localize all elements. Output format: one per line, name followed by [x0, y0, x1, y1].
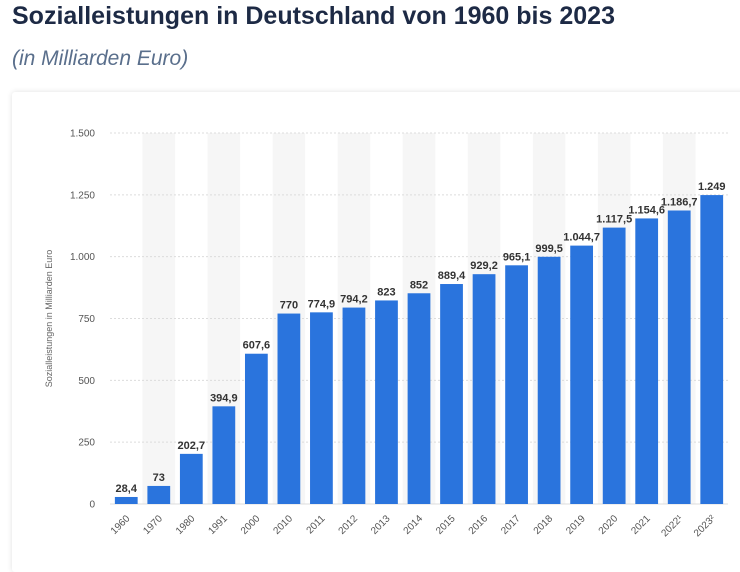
- data-label: 1.044,7: [563, 232, 600, 244]
- x-tick-label: 2015: [434, 513, 458, 537]
- x-tick-label: 2023²: [692, 513, 718, 539]
- bar[interactable]: [277, 313, 301, 504]
- x-tick-label: 2011: [305, 513, 328, 536]
- data-label: 889,4: [438, 270, 466, 282]
- x-tick-label: 2016: [467, 513, 491, 537]
- bar[interactable]: [244, 353, 268, 504]
- x-tick-label: 2014: [402, 513, 426, 537]
- data-label: 965,1: [503, 251, 531, 263]
- page-subtitle: (in Milliarden Euro): [12, 47, 189, 70]
- data-label: 202,7: [178, 440, 206, 452]
- x-tick-label: 1991: [206, 513, 230, 537]
- y-tick-label: 500: [78, 376, 95, 387]
- y-tick-label: 250: [78, 438, 95, 449]
- data-labels: 28,4 73 202,7 394,9 607,6 770 774,9 794,2 823 852…: [116, 181, 726, 495]
- bar[interactable]: [342, 307, 366, 504]
- bar[interactable]: [310, 312, 333, 504]
- data-label: 999,5: [535, 243, 563, 255]
- x-tick-label: 2010: [272, 513, 296, 537]
- bar[interactable]: [570, 245, 594, 504]
- data-label: 1.186,7: [661, 196, 698, 208]
- bar[interactable]: [212, 406, 236, 504]
- y-tick-label: 1.500: [70, 129, 95, 140]
- data-label: 852: [410, 279, 428, 291]
- bar[interactable]: [114, 496, 138, 504]
- bar[interactable]: [147, 485, 171, 504]
- y-axis-title: Sozialleistungen in Milliarden Euro: [44, 250, 54, 388]
- bar[interactable]: [375, 300, 398, 504]
- y-tick-label: 1.250: [70, 190, 95, 201]
- bar[interactable]: [537, 256, 561, 504]
- x-tick-label: 2021: [629, 513, 653, 537]
- data-label: 774,9: [308, 298, 336, 310]
- bar[interactable]: [505, 265, 528, 504]
- data-label: 28,4: [116, 483, 138, 495]
- x-tick-label: 2013: [369, 513, 393, 537]
- x-tick-label: 2018: [532, 513, 556, 537]
- bar[interactable]: [472, 274, 496, 504]
- x-tick-label: 1970: [141, 513, 165, 537]
- data-label: 73: [153, 472, 165, 484]
- x-axis-ticks: 1960 1970 1980 1991 2000 2010 2011 2012 2013 2014…: [109, 513, 718, 539]
- bar[interactable]: [179, 453, 203, 504]
- y-tick-label: 1.000: [70, 252, 95, 263]
- data-label: 1.249: [698, 181, 726, 193]
- data-label: 823: [377, 286, 395, 298]
- bars: [114, 195, 724, 505]
- y-tick-label: 0: [89, 500, 95, 511]
- data-label: 1.117,5: [596, 214, 632, 226]
- x-tick-label: 2012: [337, 513, 361, 537]
- y-axis-ticks: 0 250 500 750 1.000 1.250 1.500: [70, 129, 95, 511]
- bar[interactable]: [407, 293, 431, 504]
- x-tick-label: 2019: [564, 513, 588, 537]
- bar[interactable]: [635, 218, 659, 504]
- bar[interactable]: [667, 210, 691, 504]
- bar[interactable]: [700, 195, 724, 504]
- x-tick-label: 2017: [499, 513, 523, 537]
- data-label: 1.154,6: [628, 204, 665, 216]
- x-tick-label: 2020: [597, 513, 621, 537]
- x-tick-label: 2000: [239, 513, 263, 537]
- bar[interactable]: [602, 227, 626, 505]
- bar-chart: 0 250 500 750 1.000 1.250 1.500 28,4 73 202,7 394…: [44, 129, 728, 539]
- x-tick-label: 2022¹: [659, 513, 685, 539]
- x-tick-label: 1960: [109, 513, 133, 537]
- data-label: 929,2: [470, 260, 498, 272]
- data-label: 770: [280, 300, 298, 312]
- bar[interactable]: [440, 284, 463, 504]
- page-title: Sozialleistungen in Deutschland von 1960…: [12, 2, 615, 30]
- data-label: 607,6: [243, 340, 271, 352]
- chart-card: 0 250 500 750 1.000 1.250 1.500 28,4 73 202,7 394…: [12, 92, 740, 572]
- data-label: 794,2: [340, 294, 368, 306]
- x-tick-label: 1980: [174, 513, 198, 537]
- data-label: 394,9: [210, 392, 238, 404]
- y-tick-label: 750: [78, 314, 95, 325]
